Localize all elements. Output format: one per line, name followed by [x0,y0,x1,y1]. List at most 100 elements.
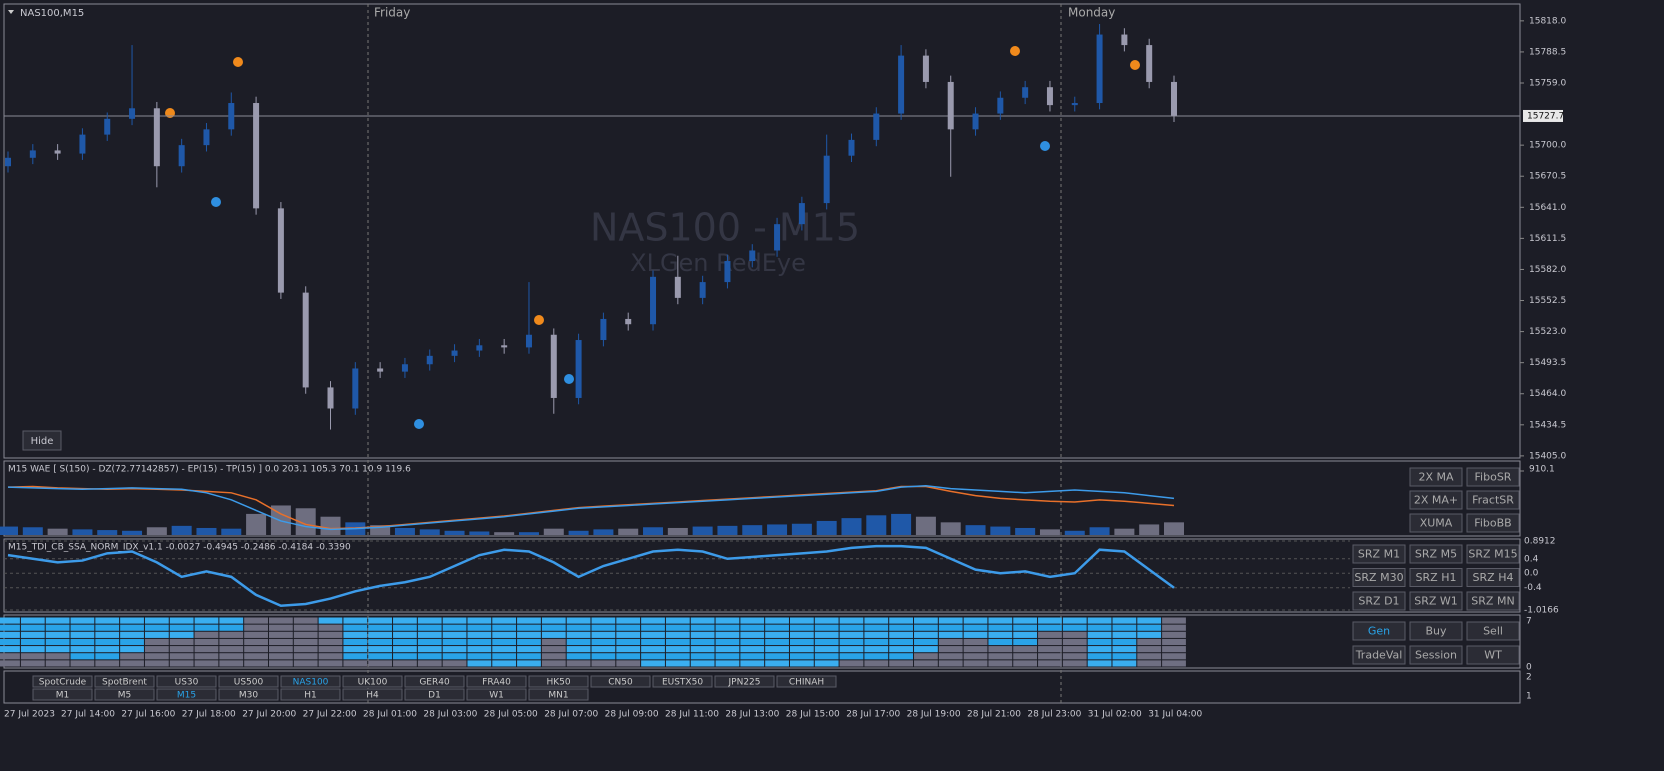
button[interactable]: H4 [342,688,403,701]
button-bg[interactable] [94,688,155,701]
button[interactable]: H1 [280,688,341,701]
button-label[interactable]: UK100 [358,678,388,688]
button[interactable]: Buy [1409,621,1463,641]
button-bg[interactable] [1466,513,1520,533]
button-bg[interactable] [156,688,217,701]
button-label[interactable]: M5 [118,691,132,701]
button-bg[interactable] [1409,544,1463,564]
button-label[interactable]: Gen [1368,625,1390,638]
button-label[interactable]: US500 [234,678,264,688]
button[interactable]: M15 [156,688,217,701]
button-bg[interactable] [32,688,93,701]
button-bg[interactable] [218,675,279,688]
button-label[interactable]: SRZ D1 [1358,595,1399,608]
button-label[interactable]: GER40 [419,678,450,688]
button[interactable]: MN1 [528,688,589,701]
button-bg[interactable] [1409,621,1463,641]
button-bg[interactable] [1352,591,1406,611]
button-label[interactable]: WT [1484,649,1502,662]
button-label[interactable]: SRZ M5 [1415,548,1457,561]
button-label[interactable]: SRZ M30 [1354,571,1403,584]
button[interactable]: Gen [1352,621,1406,641]
button-bg[interactable] [218,688,279,701]
button[interactable]: SRZ W1 [1409,591,1463,611]
button[interactable]: SRZ D1 [1352,591,1406,611]
button-bg[interactable] [776,675,837,688]
button-bg[interactable] [156,675,217,688]
button-bg[interactable] [1352,544,1406,564]
hide-label[interactable]: Hide [31,436,54,447]
button[interactable]: HK50 [528,675,589,688]
button[interactable]: D1 [404,688,465,701]
button[interactable]: SRZ M5 [1409,544,1463,564]
button[interactable]: FRA40 [466,675,527,688]
button-label[interactable]: D1 [428,691,441,701]
button-bg[interactable] [1466,467,1520,487]
hide-button[interactable]: Hide [22,430,62,451]
button-bg[interactable] [1466,591,1520,611]
button-bg[interactable] [32,675,93,688]
button-label[interactable]: FiboSR [1475,471,1512,484]
button-label[interactable]: M15 [177,691,196,701]
button[interactable]: 2X MA [1409,467,1463,487]
button-bg[interactable] [342,688,403,701]
button[interactable]: SRZ M1 [1352,544,1406,564]
button-label[interactable]: MN1 [548,691,568,701]
button-label[interactable]: M30 [239,691,258,701]
button-label[interactable]: W1 [489,691,504,701]
button-bg[interactable] [1466,621,1520,641]
button-label[interactable]: SRZ M1 [1358,548,1400,561]
button[interactable]: 2X MA+ [1409,490,1463,510]
button-label[interactable]: JPN225 [728,678,761,688]
button-bg[interactable] [94,675,155,688]
button[interactable]: SRZ H1 [1409,568,1463,587]
button[interactable]: SpotBrent [94,675,155,688]
button-label[interactable]: SRZ M15 [1468,548,1517,561]
button-bg[interactable] [590,675,651,688]
button-label[interactable]: SpotBrent [102,678,147,688]
button-label[interactable]: H1 [304,691,317,701]
button-label[interactable]: US30 [175,678,199,688]
button[interactable]: Session [1409,645,1463,665]
button-bg[interactable] [1409,591,1463,611]
button[interactable]: SRZ M30 [1352,568,1406,587]
button-bg[interactable] [528,688,589,701]
button[interactable]: FiboBB [1466,513,1520,533]
button-label[interactable]: EUSTX50 [662,678,703,688]
button-label[interactable]: SRZ W1 [1414,595,1458,608]
button[interactable]: M1 [32,688,93,701]
button-bg[interactable] [1409,568,1463,587]
button-label[interactable]: SpotCrude [39,678,87,688]
button[interactable]: US30 [156,675,217,688]
button-bg[interactable] [1466,645,1520,665]
button-bg[interactable] [466,675,527,688]
button[interactable]: CN50 [590,675,651,688]
button-bg[interactable] [652,675,713,688]
button-bg[interactable] [1352,645,1406,665]
button[interactable]: FiboSR [1466,467,1520,487]
button[interactable]: SRZ H4 [1466,568,1520,587]
button-label[interactable]: 2X MA [1418,471,1454,484]
button-bg[interactable] [1409,467,1463,487]
button-label[interactable]: FRA40 [482,678,511,688]
button[interactable]: W1 [466,688,527,701]
button-label[interactable]: SRZ MN [1471,595,1514,608]
button[interactable]: FractSR [1466,490,1520,510]
button-bg[interactable] [1352,621,1406,641]
button[interactable]: EUSTX50 [652,675,713,688]
button-label[interactable]: CHINAH [789,678,824,688]
button[interactable]: GER40 [404,675,465,688]
button-bg[interactable] [528,675,589,688]
button[interactable]: NAS100 [280,675,341,688]
button[interactable]: SpotCrude [32,675,93,688]
button-label[interactable]: Session [1415,649,1457,662]
button-bg[interactable] [342,675,403,688]
button-bg[interactable] [1352,568,1406,587]
button-label[interactable]: SRZ H1 [1416,571,1457,584]
button[interactable]: M5 [94,688,155,701]
button-bg[interactable] [280,688,341,701]
button-label[interactable]: 2X MA+ [1414,494,1458,507]
button[interactable]: XUMA [1409,513,1463,533]
button-bg[interactable] [1409,513,1463,533]
button[interactable]: M30 [218,688,279,701]
